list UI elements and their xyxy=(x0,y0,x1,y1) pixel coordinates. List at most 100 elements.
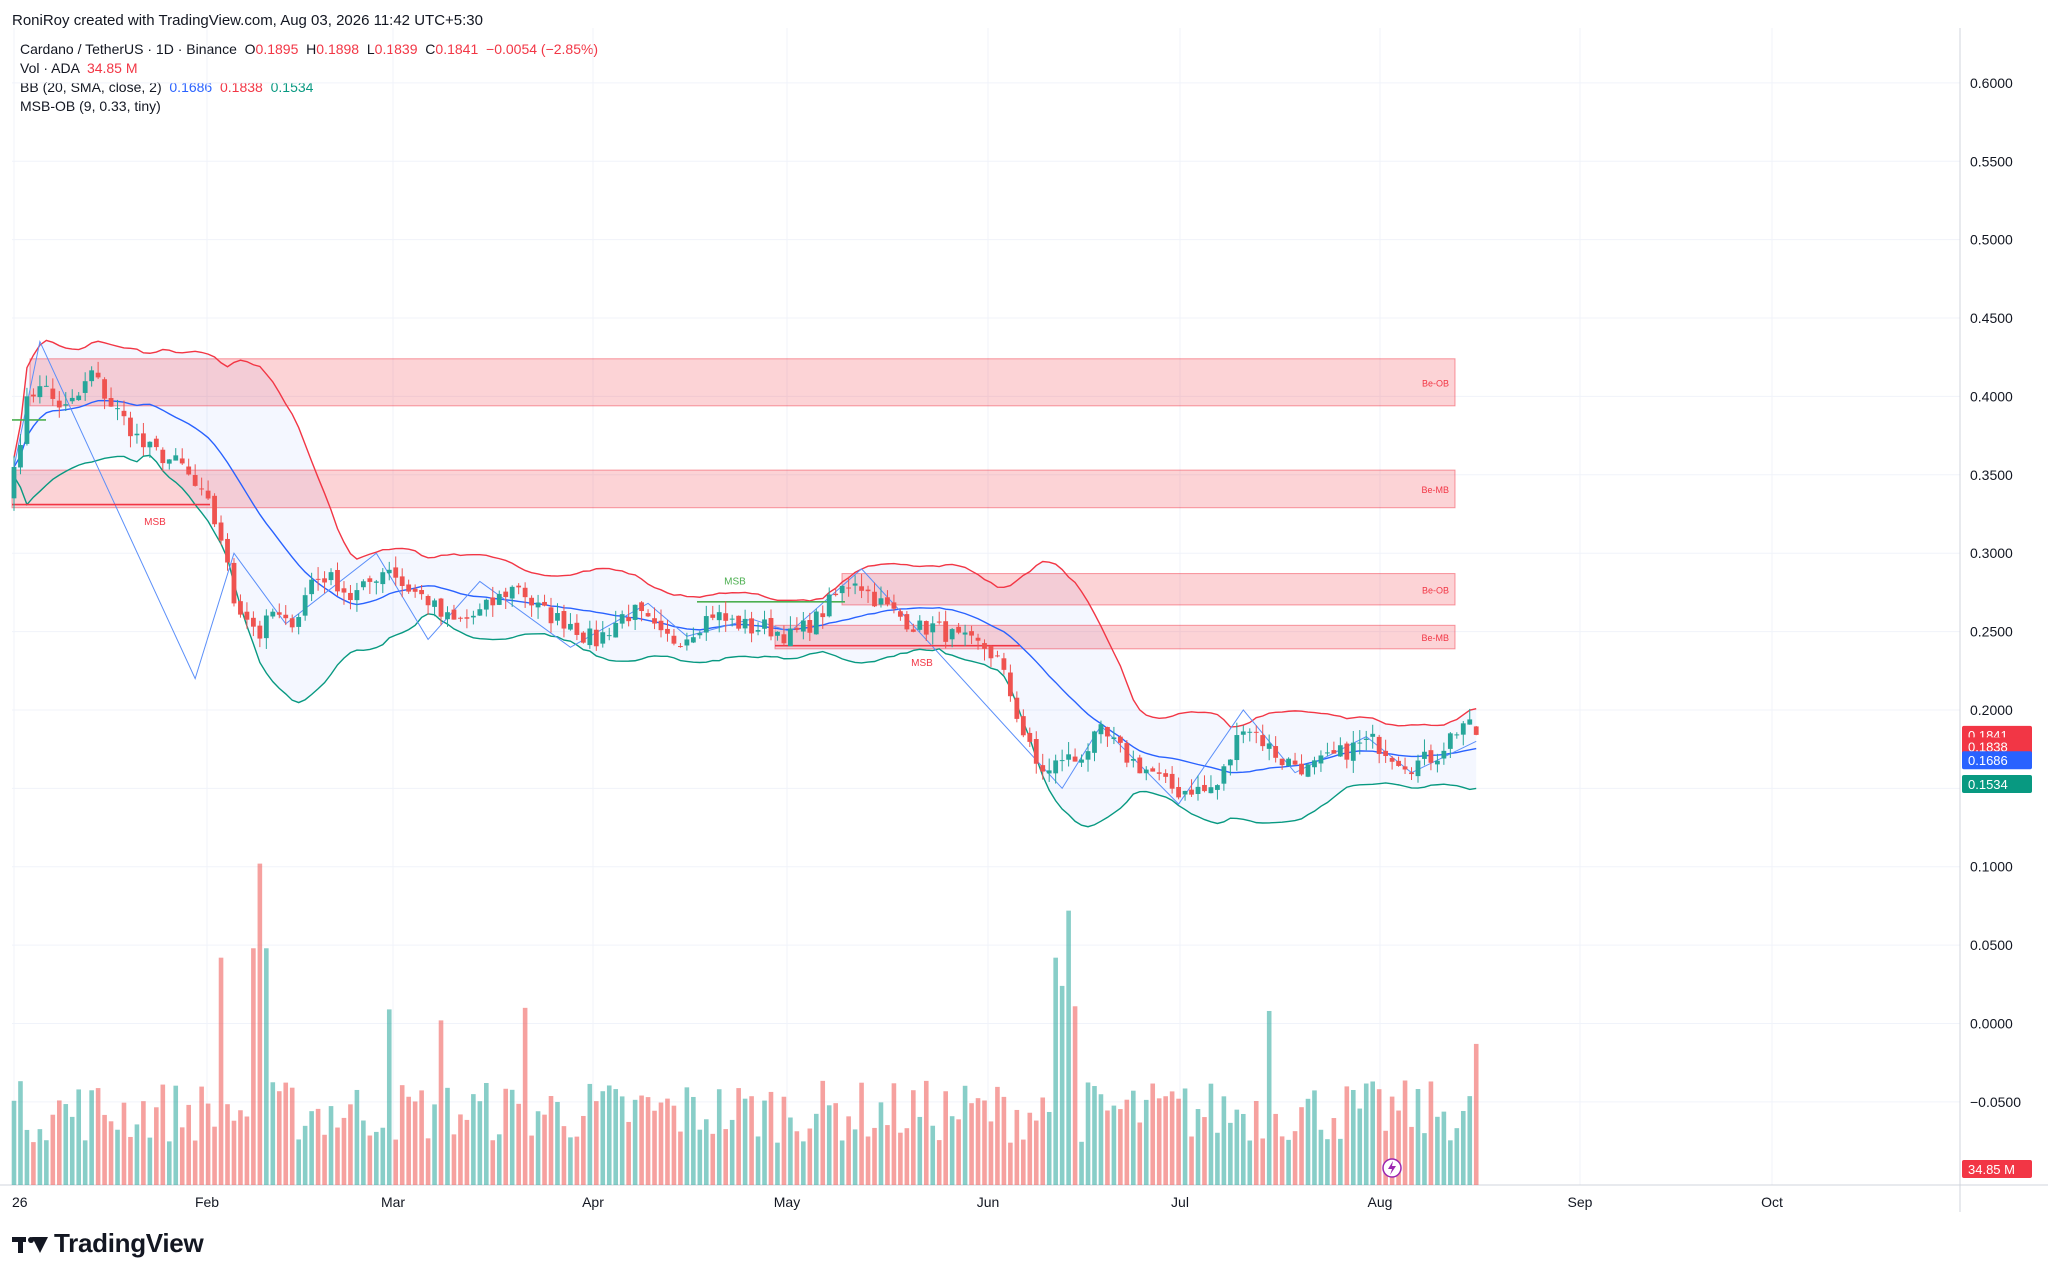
volume-bar xyxy=(1363,1083,1369,1185)
candle xyxy=(438,597,444,626)
candle xyxy=(1195,775,1201,801)
volume-bar xyxy=(581,1115,586,1185)
volume-bar xyxy=(95,1088,101,1185)
candle xyxy=(606,627,612,641)
volume-bar xyxy=(1396,1110,1401,1185)
candle-body xyxy=(1240,731,1246,735)
volume-bar xyxy=(1454,1128,1460,1185)
volume-bar xyxy=(568,1137,573,1185)
candle xyxy=(800,611,806,640)
candle xyxy=(917,615,923,632)
candle-body xyxy=(141,433,146,448)
candle xyxy=(580,631,586,644)
candle-body xyxy=(516,585,522,588)
volume-bar xyxy=(678,1131,683,1185)
candle-body xyxy=(1337,745,1343,757)
candle-body xyxy=(697,633,703,636)
candle-body xyxy=(1279,758,1285,766)
candle-body xyxy=(1467,719,1473,725)
candle-body xyxy=(1286,758,1291,767)
candle xyxy=(1105,726,1110,747)
candle xyxy=(1441,742,1447,765)
candle-body xyxy=(1299,763,1304,775)
volume-bar xyxy=(264,948,269,1185)
volume-bar xyxy=(1383,1130,1388,1185)
candle-body xyxy=(257,625,263,639)
volume-bar xyxy=(716,1089,722,1185)
candle-body xyxy=(587,628,593,646)
candle xyxy=(37,375,43,404)
zone-box xyxy=(29,358,1456,407)
candle xyxy=(1396,756,1401,767)
candle-body xyxy=(522,587,528,598)
candle-body xyxy=(348,592,353,601)
symbol-row[interactable]: Cardano / TetherUS · 1D · Binance O0.189… xyxy=(20,41,599,57)
candle xyxy=(69,389,75,404)
volume-bar xyxy=(108,1121,114,1185)
candle-body xyxy=(1305,764,1311,777)
volume-bar xyxy=(309,1111,314,1185)
candle xyxy=(1312,756,1317,775)
candle xyxy=(95,361,101,380)
candle-body xyxy=(24,396,30,444)
volume-bar xyxy=(1169,1091,1175,1185)
candle xyxy=(63,392,69,411)
candle xyxy=(1092,730,1097,762)
candle xyxy=(1344,741,1350,769)
candle xyxy=(936,611,942,625)
candle xyxy=(723,601,729,632)
volume-bar xyxy=(199,1086,204,1185)
candle xyxy=(380,568,386,594)
candle xyxy=(82,372,88,401)
candle xyxy=(516,583,522,595)
candle xyxy=(1357,730,1363,755)
candle-body xyxy=(1156,772,1162,774)
msb-row[interactable]: MSB-OB (9, 0.33, tiny) xyxy=(20,97,598,116)
candle xyxy=(619,610,625,629)
candle-body xyxy=(995,655,1000,657)
volume-bar xyxy=(147,1137,153,1185)
volume-bar xyxy=(1467,1096,1473,1185)
y-tick-label: 0.5500 xyxy=(1970,153,2013,169)
candle-body xyxy=(134,433,140,436)
volume-bar xyxy=(606,1085,612,1185)
volume-bar xyxy=(852,1129,858,1185)
candle-body xyxy=(160,449,166,464)
candle xyxy=(302,587,308,621)
candle-body xyxy=(969,631,974,636)
candle xyxy=(1292,752,1298,766)
candle xyxy=(1007,664,1013,702)
volume-bar xyxy=(982,1100,987,1185)
candle-body xyxy=(89,370,95,382)
candle xyxy=(360,579,366,591)
volume-bar xyxy=(1072,1006,1078,1185)
volume-row[interactable]: Vol · ADA 34.85 M xyxy=(20,59,598,78)
msb-label: MSB xyxy=(144,517,166,528)
candle xyxy=(56,391,62,418)
candle-body xyxy=(1137,757,1143,774)
volume-bar xyxy=(1156,1098,1162,1185)
volume-bar xyxy=(1325,1139,1330,1185)
price-label-box xyxy=(1962,751,2032,770)
candle-body xyxy=(1079,759,1084,763)
open-value: 0.1895 xyxy=(255,41,299,57)
candle-body xyxy=(529,597,534,606)
candle-body xyxy=(555,613,560,621)
candle-body xyxy=(289,618,295,628)
candle xyxy=(962,624,968,647)
candle xyxy=(192,464,198,487)
volume-bar xyxy=(1273,1113,1278,1185)
candle-body xyxy=(1182,790,1188,795)
candle xyxy=(678,643,683,648)
candle xyxy=(684,632,690,651)
candle xyxy=(1299,754,1304,776)
volume-bar xyxy=(710,1133,716,1185)
candle xyxy=(568,613,573,631)
volume-bar xyxy=(24,1129,30,1185)
volume-bar xyxy=(179,1127,185,1185)
candle xyxy=(1137,754,1143,774)
candle xyxy=(1098,720,1104,744)
volume-bar xyxy=(354,1089,360,1185)
candle-body xyxy=(63,404,69,406)
